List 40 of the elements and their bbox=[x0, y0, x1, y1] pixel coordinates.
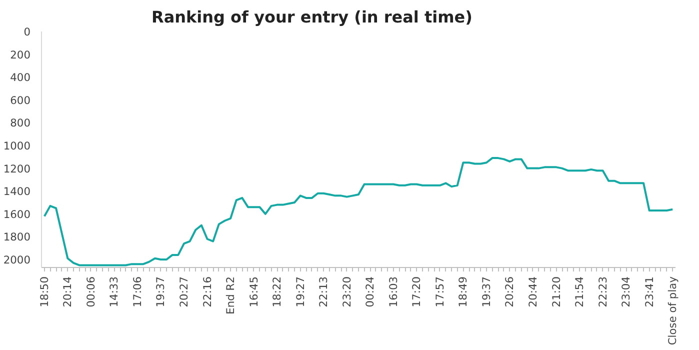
x-tick-label: 16:03 bbox=[386, 276, 400, 308]
y-tick-label: 1800 bbox=[3, 230, 31, 244]
x-tick-label: 16:45 bbox=[247, 276, 260, 308]
x-tick-label: 18:49 bbox=[456, 276, 470, 308]
x-tick-label: 22:23 bbox=[596, 276, 610, 308]
x-tick-label: 23:41 bbox=[642, 276, 656, 308]
y-tick-label: 800 bbox=[10, 116, 31, 130]
x-tick-label: 19:27 bbox=[294, 276, 307, 308]
y-tick-label: 1400 bbox=[3, 185, 31, 198]
x-tick-label: 20:27 bbox=[178, 276, 191, 308]
x-tick-label: 17:06 bbox=[130, 276, 144, 308]
x-tick-label: End R2 bbox=[224, 276, 238, 314]
y-tick-label: 1600 bbox=[3, 208, 31, 221]
x-tick-label: 23:04 bbox=[620, 276, 633, 308]
x-tick-label: 00:06 bbox=[84, 276, 98, 308]
x-tick-label: 22:16 bbox=[200, 276, 214, 308]
x-tick-label: 17:20 bbox=[410, 276, 424, 308]
y-tick-label: 200 bbox=[10, 48, 31, 62]
y-tick-label: 400 bbox=[10, 71, 31, 84]
y-tick-label: 1200 bbox=[3, 162, 31, 176]
x-tick-label: 19:37 bbox=[154, 276, 168, 308]
x-tick-label: 00:24 bbox=[364, 276, 377, 308]
x-tick-label: 17:57 bbox=[433, 276, 446, 308]
x-tick-label: 19:37 bbox=[480, 276, 493, 308]
x-tick-label: Close of play bbox=[666, 276, 680, 346]
y-tick-label: 0 bbox=[24, 26, 31, 38]
x-tick-label: 21:20 bbox=[550, 276, 563, 308]
x-tick-label: 20:26 bbox=[503, 276, 516, 308]
x-tick-label: 20:14 bbox=[61, 276, 74, 308]
y-tick-label: 1000 bbox=[3, 140, 31, 153]
x-tick-label: 22:13 bbox=[317, 276, 330, 308]
y-tick-label: 600 bbox=[10, 94, 31, 107]
y-tick-label: 2000 bbox=[3, 254, 31, 267]
x-tick-label: 18:50 bbox=[38, 276, 51, 308]
chart-title: Ranking of your entry (in real time) bbox=[152, 8, 472, 26]
x-tick-label: 18:22 bbox=[270, 276, 284, 308]
x-tick-label: 23:20 bbox=[340, 276, 354, 308]
x-tick-label: 14:33 bbox=[108, 276, 121, 308]
x-tick-label: 20:44 bbox=[526, 276, 540, 308]
x-tick-label: 21:54 bbox=[573, 276, 586, 308]
